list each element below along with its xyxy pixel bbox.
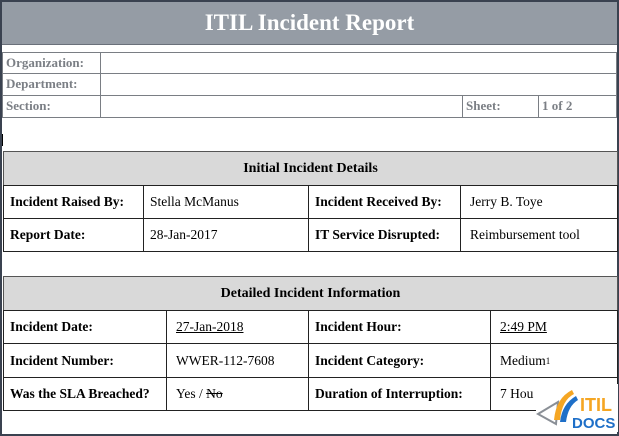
logo-text-docs: DOCS — [572, 415, 615, 432]
organization-field[interactable] — [100, 52, 617, 74]
report-date-label: Report Date: — [3, 218, 144, 252]
incident-number-label: Incident Number: — [3, 343, 167, 378]
itil-docs-logo: ITIL DOCS — [536, 384, 618, 432]
sheet-value: 1 of 2 — [538, 95, 617, 118]
raised-by-label: Incident Raised By: — [3, 185, 144, 219]
sla-breached-label: Was the SLA Breached? — [3, 377, 167, 411]
incident-date-label: Incident Date: — [3, 310, 167, 344]
sla-yes[interactable]: Yes / — [176, 386, 207, 401]
received-by-value[interactable]: Jerry B. Toye — [460, 185, 618, 219]
incident-hour-text: 2:49 PM — [500, 319, 547, 334]
department-label: Department: — [2, 73, 101, 96]
report-title: ITIL Incident Report — [2, 2, 617, 45]
sla-no[interactable]: No — [206, 386, 223, 401]
received-by-label: Incident Received By: — [308, 185, 461, 219]
sla-breached-value[interactable]: Yes / No — [166, 377, 309, 411]
service-label: IT Service Disrupted: — [308, 218, 461, 252]
sheet-label: Sheet: — [462, 95, 539, 118]
initial-details-heading: Initial Incident Details — [3, 151, 618, 186]
department-field[interactable] — [100, 73, 617, 96]
section-field[interactable] — [100, 95, 463, 118]
duration-label: Duration of Interruption: — [308, 377, 491, 411]
incident-hour-value[interactable]: 2:49 PM — [490, 310, 618, 344]
organization-label: Organization: — [2, 52, 101, 74]
text-cursor — [2, 134, 3, 146]
service-value[interactable]: Reimbursement tool — [460, 218, 618, 252]
category-footnote: 1 — [545, 355, 551, 366]
raised-by-value[interactable]: Stella McManus — [143, 185, 309, 219]
incident-date-value[interactable]: 27-Jan-2018 — [166, 310, 309, 344]
incident-number-value[interactable]: WWER-112-7608 — [166, 343, 309, 378]
incident-category-label: Incident Category: — [308, 343, 491, 378]
incident-hour-label: Incident Hour: — [308, 310, 491, 344]
incident-category-value[interactable]: Medium 1 — [490, 343, 618, 378]
category-text: Medium — [500, 352, 546, 368]
section-label: Section: — [2, 95, 101, 118]
report-date-value[interactable]: 28-Jan-2017 — [143, 218, 309, 252]
logo-text-itil: ITIL — [580, 395, 612, 415]
incident-date-text: 27-Jan-2018 — [176, 319, 244, 334]
detailed-info-heading: Detailed Incident Information — [3, 276, 618, 311]
